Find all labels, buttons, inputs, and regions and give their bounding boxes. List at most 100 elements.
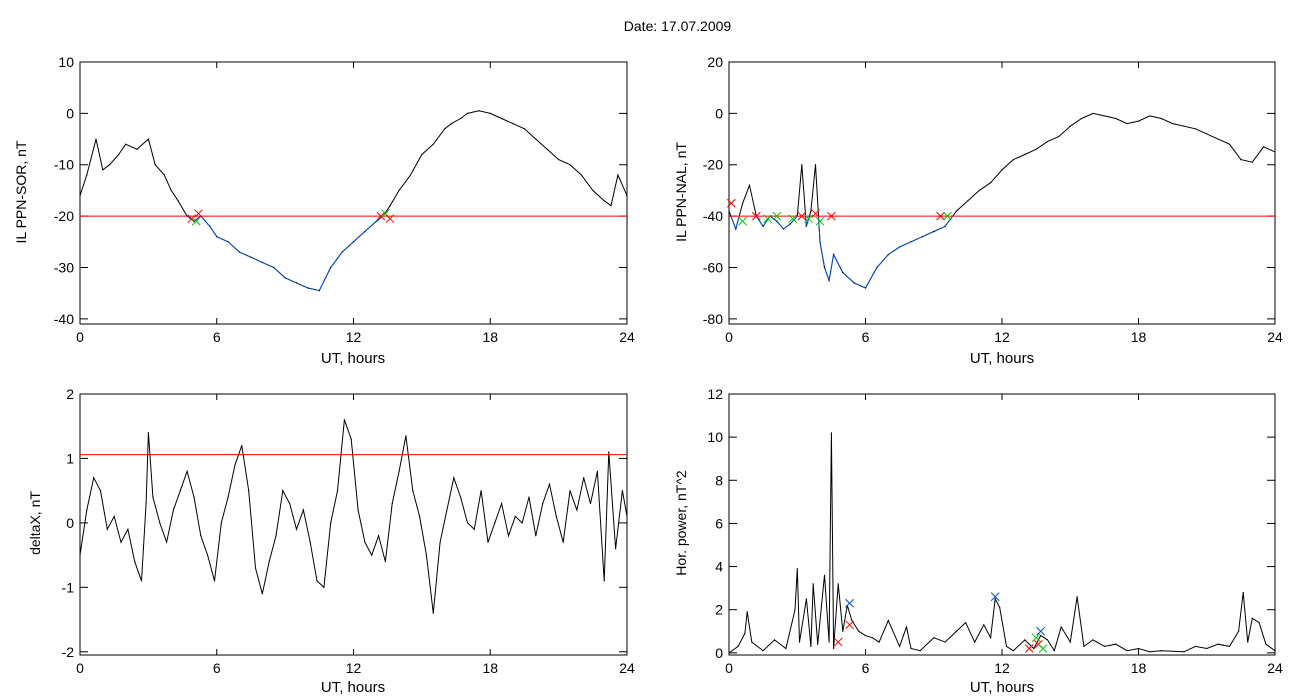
data-point: [1046, 141, 1049, 143]
data-point: [955, 210, 958, 212]
data-point: [814, 164, 817, 166]
panel-deltax: deltaX, nT UT, hours 0 6 12 18 24 2 1 0 -1 -2: [27, 386, 635, 696]
data-point: [136, 148, 138, 150]
data-point: [823, 266, 826, 269]
data-point: [1001, 169, 1003, 171]
data-point: [608, 451, 610, 453]
marker-stroke: [1034, 639, 1043, 649]
data-point: [1035, 148, 1037, 150]
data-point: [1172, 123, 1174, 125]
x-tick-label: 6: [213, 329, 221, 345]
y-tick-label: 0: [715, 645, 723, 661]
marker-stroke: [1038, 644, 1048, 653]
data-point: [1126, 650, 1128, 652]
marker-x-green: [1038, 644, 1048, 653]
y-tick-label: -40: [703, 208, 723, 224]
marker-x-green: [943, 211, 952, 221]
data-point: [1033, 647, 1035, 650]
y-tick-label: 0: [715, 105, 723, 121]
marker-x-red: [385, 214, 395, 224]
y-tick-label: -40: [54, 311, 74, 327]
marker-x-red: [726, 198, 736, 208]
data-point: [955, 630, 958, 632]
series-line-deltax: [80, 419, 627, 614]
data-point: [275, 535, 277, 537]
data-point: [1005, 645, 1008, 647]
data-point: [810, 645, 812, 647]
y-tick-label: 0: [66, 105, 74, 121]
y-tick-label: -60: [703, 259, 723, 275]
xlabel-ppn-nal: UT, hours: [970, 350, 1034, 367]
marker-x-green: [804, 214, 813, 224]
data-point: [118, 153, 120, 156]
data-point: [364, 230, 366, 233]
data-point: [603, 200, 605, 202]
data-point: [735, 228, 737, 230]
xlabel-hor-power: UT, hours: [970, 679, 1034, 696]
data-point: [316, 580, 318, 582]
y-tick-label: 12: [707, 386, 723, 402]
data-point: [106, 528, 108, 530]
panel-ppn-nal: IL PPN-NAL, nT UT, hours 0 6 12 18 24 20 0 -20 -…: [673, 54, 1283, 367]
data-point: [480, 490, 482, 492]
data-point: [377, 535, 380, 537]
data-point: [592, 189, 594, 192]
data-point: [817, 643, 819, 645]
data-point: [343, 419, 345, 421]
data-point: [589, 502, 592, 505]
data-point: [159, 522, 161, 524]
data-point: [460, 117, 462, 120]
y-tick-label: 4: [715, 559, 723, 575]
data-point: [409, 174, 412, 176]
y-tick-label: -80: [703, 311, 723, 327]
data-point: [273, 266, 275, 269]
data-point: [357, 509, 359, 511]
data-point: [1194, 128, 1196, 130]
data-point: [494, 522, 496, 524]
data-point: [864, 287, 867, 289]
marker-stroke: [788, 214, 798, 224]
data-point: [905, 626, 908, 628]
marker-stroke: [751, 211, 761, 221]
data-point: [805, 598, 807, 600]
data-point: [350, 438, 352, 440]
data-point: [812, 583, 814, 585]
marker-stroke: [738, 216, 748, 226]
y-tick-label: 2: [66, 386, 74, 402]
data-point: [1069, 641, 1071, 643]
data-point: [241, 444, 243, 447]
x-tick-label: 12: [994, 329, 1010, 345]
data-point: [227, 241, 229, 243]
data-point: [967, 200, 969, 202]
data-point: [887, 619, 889, 622]
page-title: Date: 17.07.2009: [623, 18, 732, 34]
y-tick-label: 10: [58, 54, 74, 70]
ylabel-deltax: deltaX, nT: [27, 491, 43, 555]
data-point: [466, 112, 469, 114]
data-point: [933, 230, 935, 233]
marker-x-red: [187, 214, 197, 224]
x-tick-label: 0: [76, 660, 84, 676]
y-tick-label: 1: [66, 450, 74, 466]
data-point: [307, 287, 309, 289]
marker-x-green: [815, 216, 825, 226]
y-tick-label: -1: [62, 579, 75, 595]
data-point: [1137, 647, 1140, 650]
data-point: [302, 509, 304, 511]
data-point: [1012, 650, 1014, 652]
data-point: [450, 123, 453, 125]
data-point: [1206, 133, 1208, 135]
data-point: [944, 225, 946, 227]
data-point: [412, 490, 414, 492]
data-point: [837, 583, 839, 585]
data-point: [830, 432, 832, 434]
data-point: [364, 541, 366, 543]
data-point: [1149, 115, 1151, 117]
data-point: [805, 225, 807, 227]
data-point: [268, 560, 270, 563]
y-tick-label: 20: [707, 54, 723, 70]
x-tick-label: 12: [994, 660, 1010, 676]
data-point: [990, 637, 992, 639]
data-point: [751, 641, 753, 643]
data-point: [1206, 647, 1208, 650]
